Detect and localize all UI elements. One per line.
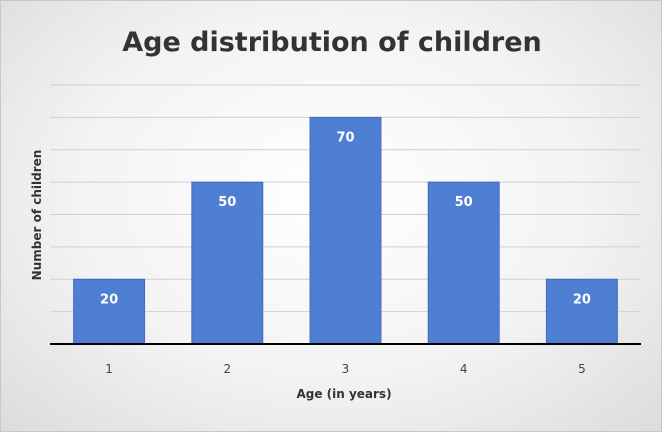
x-tick-1: 1 [105,362,113,376]
bars: 20 50 70 50 20 [73,116,618,345]
x-tick-5: 5 [578,362,586,376]
bar-4 [427,181,500,345]
bar-1 [73,278,146,345]
x-tick-2: 2 [223,362,231,376]
bar-2 [191,181,264,345]
data-label-4: 50 [455,195,473,210]
x-tick-labels: 1 2 3 4 5 [105,362,585,376]
data-label-5: 20 [573,292,591,307]
x-tick-4: 4 [460,362,468,376]
data-label-2: 50 [218,195,236,210]
data-label-1: 20 [100,292,118,307]
y-axis-label: Number of children [30,150,44,281]
x-axis-label: Age (in years) [296,387,391,401]
bar-5 [545,278,618,345]
x-tick-3: 3 [342,362,350,376]
bar-3 [309,116,382,345]
data-label-3: 70 [336,130,354,145]
chart-title: Age distribution of children [122,27,542,58]
